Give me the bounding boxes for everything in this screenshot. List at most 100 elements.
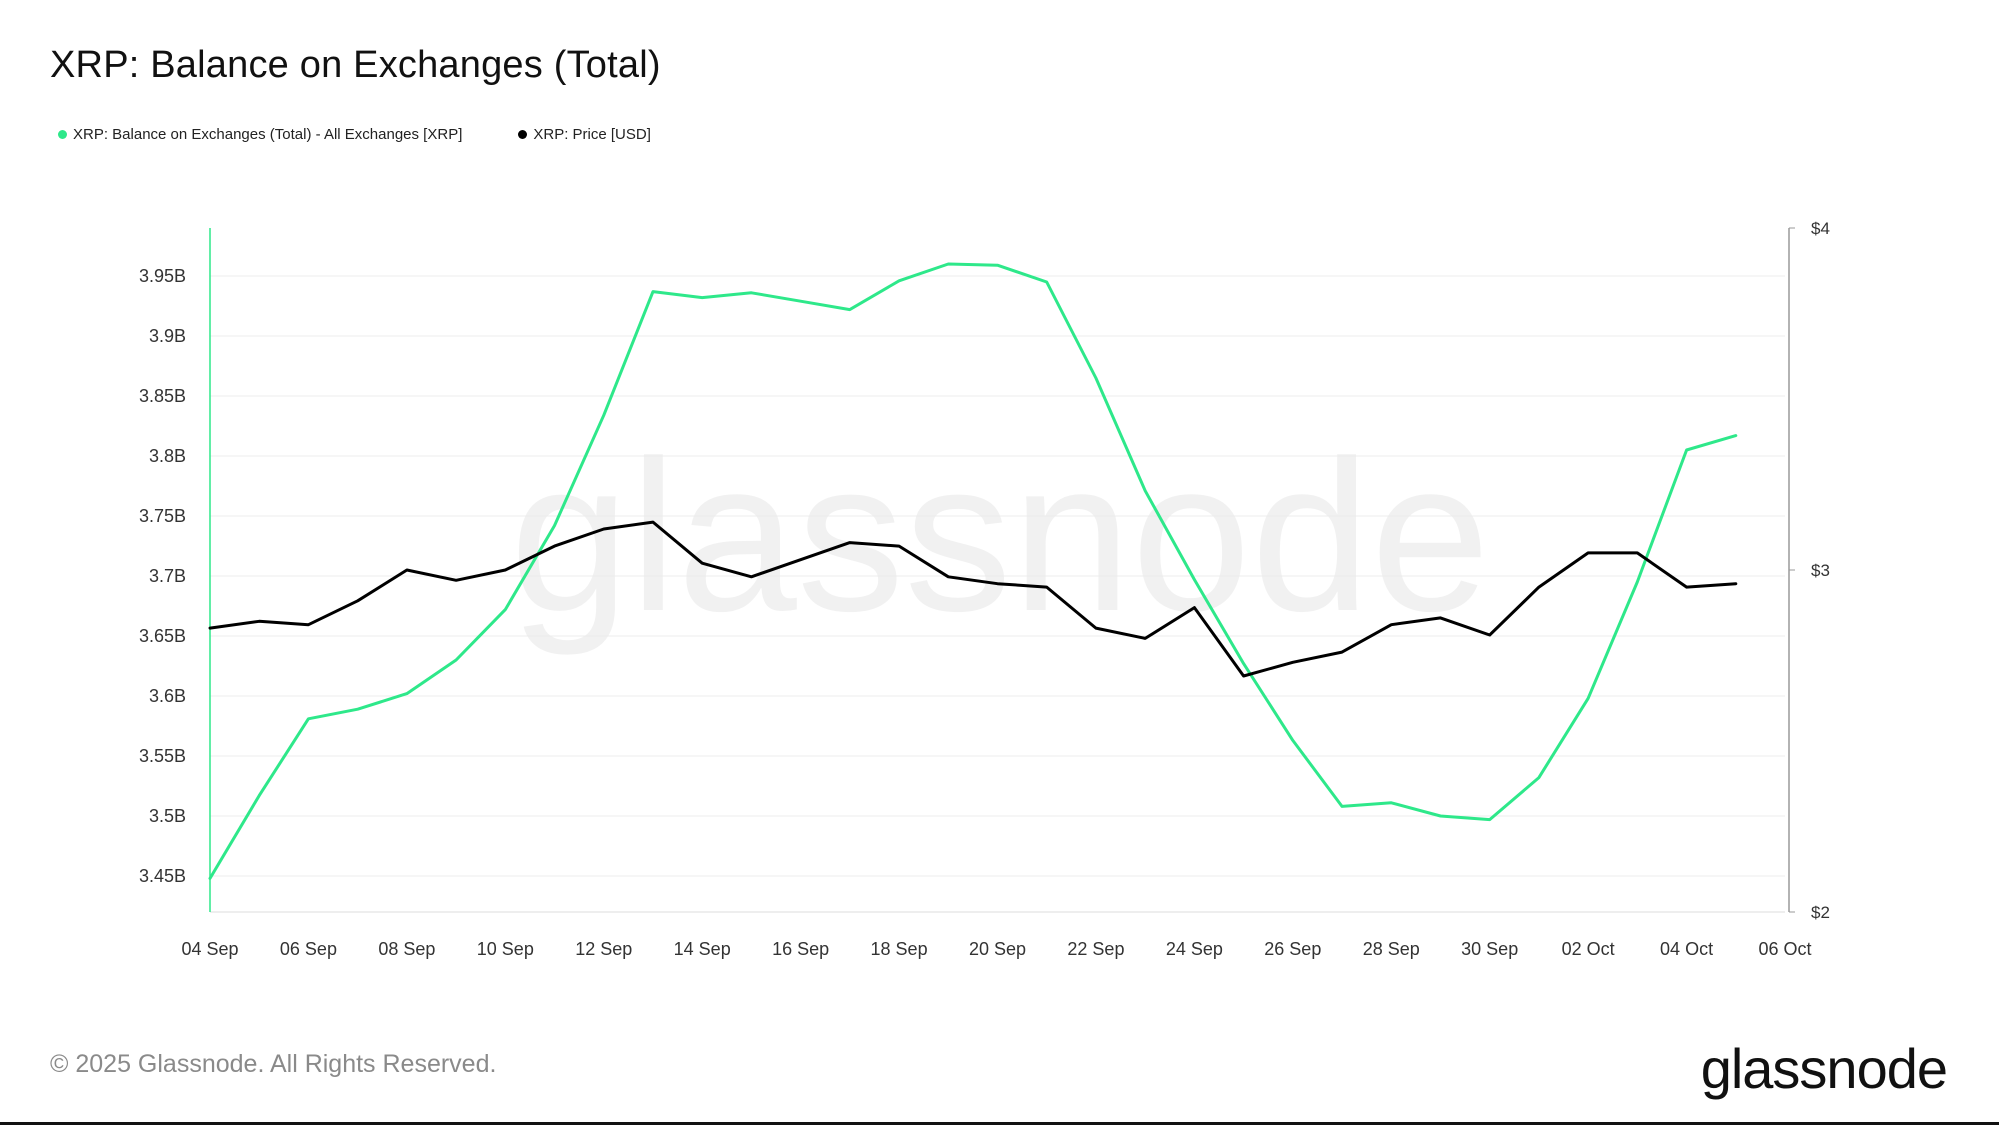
balance-data-point[interactable] (1094, 376, 1097, 379)
price-series-line[interactable] (208, 520, 1738, 678)
legend-swatch-price (518, 130, 528, 139)
y-left-tick-label: 3.55B (139, 746, 186, 766)
balance-data-point[interactable] (1734, 434, 1737, 437)
legend-swatch-balance (58, 130, 67, 139)
y-left-tick-label: 3.85B (139, 386, 186, 406)
balance-data-point[interactable] (1144, 489, 1147, 492)
balance-data-point[interactable] (258, 794, 261, 797)
price-data-point[interactable] (307, 623, 310, 626)
legend: XRP: Balance on Exchanges (Total) - All … (58, 126, 651, 143)
axis-layer: 3.45B 3.5B 3.55B 3.6B 3.65B 3.7B 3.75B 3.8B 3.85… (139, 219, 1830, 959)
balance-data-point[interactable] (356, 708, 359, 711)
x-tick-label: 16 Sep (772, 939, 829, 959)
balance-data-point[interactable] (750, 291, 753, 294)
y-left-tick-label: 3.45B (139, 866, 186, 886)
price-data-point[interactable] (651, 521, 654, 524)
balance-data-point[interactable] (1340, 805, 1343, 808)
y-right-tick-label: $2 (1811, 903, 1830, 922)
price-data-point[interactable] (750, 575, 753, 578)
balance-data-point[interactable] (701, 296, 704, 299)
balance-data-point[interactable] (1045, 280, 1048, 283)
x-tick-label: 30 Sep (1461, 939, 1518, 959)
price-data-point[interactable] (1045, 586, 1048, 589)
balance-data-point[interactable] (1439, 814, 1442, 817)
balance-data-point[interactable] (1390, 801, 1393, 804)
balance-data-point[interactable] (799, 300, 802, 303)
balance-data-point[interactable] (307, 717, 310, 720)
glassnode-logo[interactable]: glassnode (1700, 1037, 1948, 1100)
price-data-point[interactable] (258, 620, 261, 623)
x-tick-label: 08 Sep (378, 939, 435, 959)
price-data-point[interactable] (701, 562, 704, 565)
balance-data-point[interactable] (996, 264, 999, 267)
chart-title: XRP: Balance on Exchanges (Total) (50, 44, 661, 86)
price-data-point[interactable] (208, 627, 211, 630)
x-tick-label: 20 Sep (969, 939, 1026, 959)
y-left-tick-label: 3.95B (139, 266, 186, 286)
x-tick-label: 22 Sep (1067, 939, 1124, 959)
price-data-point[interactable] (405, 568, 408, 571)
price-data-point[interactable] (1144, 637, 1147, 640)
price-data-point[interactable] (1439, 616, 1442, 619)
price-data-point[interactable] (1094, 627, 1097, 630)
price-data-point[interactable] (1636, 551, 1639, 554)
balance-data-point[interactable] (1537, 776, 1540, 779)
price-data-point[interactable] (947, 575, 950, 578)
balance-data-point[interactable] (1587, 697, 1590, 700)
balance-data-point[interactable] (1636, 580, 1639, 583)
balance-data-point[interactable] (1291, 739, 1294, 742)
price-data-point[interactable] (1193, 606, 1196, 609)
balance-data-point[interactable] (454, 658, 457, 661)
y-left-tick-label: 3.9B (149, 326, 186, 346)
balance-data-point[interactable] (602, 414, 605, 417)
copyright-text: © 2025 Glassnode. All Rights Reserved. (50, 1050, 497, 1078)
legend-item-balance[interactable]: XRP: Balance on Exchanges (Total) - All … (58, 126, 462, 143)
price-data-point[interactable] (1685, 586, 1688, 589)
balance-data-point[interactable] (553, 524, 556, 527)
price-data-point[interactable] (1340, 650, 1343, 653)
price-data-point[interactable] (1537, 586, 1540, 589)
price-data-point[interactable] (1242, 674, 1245, 677)
balance-data-point[interactable] (405, 692, 408, 695)
balance-data-point[interactable] (208, 877, 211, 880)
x-tick-label: 18 Sep (871, 939, 928, 959)
x-tick-label: 24 Sep (1166, 939, 1223, 959)
watermark-layer: glassnode (510, 415, 1490, 656)
balance-data-point[interactable] (1488, 818, 1491, 821)
price-data-point[interactable] (799, 558, 802, 561)
legend-item-price[interactable]: XRP: Price [USD] (518, 126, 651, 143)
price-data-point[interactable] (1291, 661, 1294, 664)
balance-data-point[interactable] (1193, 578, 1196, 581)
price-data-point[interactable] (504, 568, 507, 571)
x-tick-label: 14 Sep (674, 939, 731, 959)
price-data-point[interactable] (996, 582, 999, 585)
y-left-tick-label: 3.8B (149, 446, 186, 466)
balance-data-point[interactable] (848, 308, 851, 311)
price-data-point[interactable] (1390, 623, 1393, 626)
x-tick-label: 28 Sep (1363, 939, 1420, 959)
x-tick-label: 04 Sep (181, 939, 238, 959)
balance-data-point[interactable] (947, 262, 950, 265)
x-tick-label: 26 Sep (1264, 939, 1321, 959)
y-left-tick-label: 3.75B (139, 506, 186, 526)
price-data-point[interactable] (1587, 551, 1590, 554)
balance-data-point[interactable] (651, 290, 654, 293)
price-data-point[interactable] (602, 527, 605, 530)
price-data-point[interactable] (1488, 633, 1491, 636)
price-data-point[interactable] (356, 599, 359, 602)
y-left-tick-label: 3.6B (149, 686, 186, 706)
balance-series-line[interactable] (208, 262, 1738, 880)
balance-data-point[interactable] (1242, 662, 1245, 665)
price-data-point[interactable] (848, 541, 851, 544)
legend-label-balance: XRP: Balance on Exchanges (Total) - All … (73, 126, 463, 143)
price-data-point[interactable] (553, 544, 556, 547)
balance-data-point[interactable] (1685, 448, 1688, 451)
balance-data-point[interactable] (504, 608, 507, 611)
price-data-point[interactable] (454, 579, 457, 582)
y-left-tick-label: 3.65B (139, 626, 186, 646)
price-data-point[interactable] (897, 544, 900, 547)
balance-data-point[interactable] (897, 279, 900, 282)
price-data-point[interactable] (1734, 582, 1737, 585)
